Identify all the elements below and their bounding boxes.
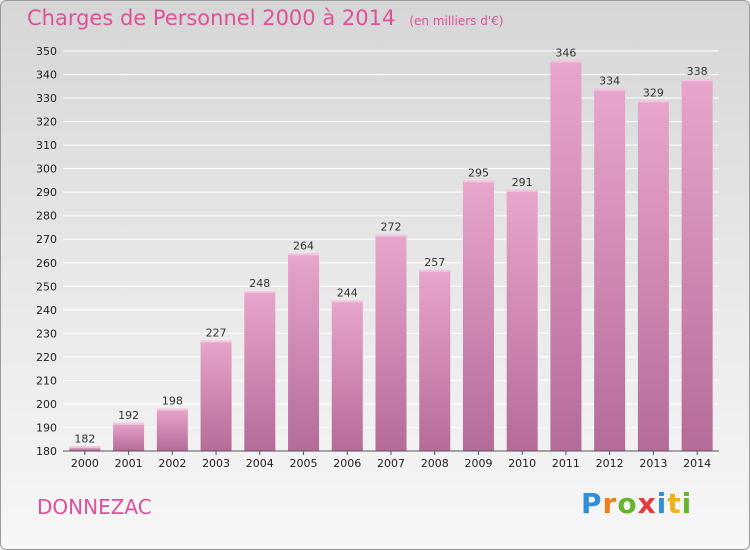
x-tick-label: 2011 <box>552 457 580 470</box>
x-tick-label: 2000 <box>71 457 99 470</box>
y-tick-label: 320 <box>36 116 57 129</box>
x-axis-ticks: 2000 2001 2002 2003 2004 2005 2006 2007 2008 2009… <box>63 450 719 470</box>
data-label: 295 <box>468 166 489 179</box>
bars <box>69 60 713 452</box>
y-tick-label: 330 <box>36 92 57 105</box>
bar-2011 <box>550 60 582 451</box>
bar-top-edge <box>331 300 363 303</box>
y-tick-label: 310 <box>36 139 57 152</box>
proxiti-logo[interactable]: Proxiti <box>581 487 692 520</box>
y-tick-label: 300 <box>36 163 57 176</box>
logo-letter: i <box>681 487 693 520</box>
bar-top-edge <box>637 100 669 103</box>
data-labels: 182 192 198 227 248 264 244 272 257 295 291 346 334 3… <box>74 46 707 445</box>
bar-top-edge <box>419 269 451 272</box>
y-tick-label: 200 <box>36 398 57 411</box>
y-tick-label: 260 <box>36 257 57 270</box>
bar-2013 <box>637 100 669 451</box>
bar-top-edge <box>681 79 713 82</box>
data-label: 291 <box>512 176 533 189</box>
x-tick-label: 2002 <box>158 457 186 470</box>
bar-2002 <box>156 408 188 451</box>
bar-2012 <box>594 88 626 451</box>
y-axis-ticks: 180 190 200 210 220 230 240 250 260 270 280 290 300 3… <box>36 45 57 458</box>
bar-2005 <box>288 253 320 451</box>
data-label: 272 <box>381 221 402 234</box>
bar-2014 <box>681 79 713 451</box>
y-tick-label: 220 <box>36 351 57 364</box>
logo-letter: x <box>637 487 657 520</box>
bar-top-edge <box>69 446 101 449</box>
y-tick-label: 240 <box>36 304 57 317</box>
y-tick-label: 250 <box>36 280 57 293</box>
y-tick-label: 230 <box>36 327 57 340</box>
data-label: 227 <box>206 326 227 339</box>
bar-2007 <box>375 234 407 451</box>
x-tick-label: 2009 <box>464 457 492 470</box>
logo-letter: r <box>602 487 618 520</box>
data-label: 264 <box>293 239 314 252</box>
data-label: 329 <box>643 86 664 99</box>
bar-2008 <box>419 269 451 451</box>
chart-subtitle: (en milliers d'€) <box>409 14 504 28</box>
data-label: 182 <box>74 432 95 445</box>
x-tick-label: 2013 <box>639 457 667 470</box>
bar-top-edge <box>594 88 626 91</box>
x-tick-label: 2008 <box>421 457 449 470</box>
data-label: 244 <box>337 286 358 299</box>
x-tick-label: 2005 <box>290 457 318 470</box>
logo-letter: o <box>617 487 638 520</box>
commune-name: DONNEZAC <box>37 495 152 519</box>
bar-top-edge <box>113 422 145 425</box>
x-tick-label: 2007 <box>377 457 405 470</box>
x-tick-label: 2003 <box>202 457 230 470</box>
chart-title: Charges de Personnel 2000 à 2014 <box>27 6 396 30</box>
bar-top-edge <box>550 60 582 63</box>
bar-top-edge <box>375 234 407 237</box>
data-label: 192 <box>118 409 139 422</box>
bar-top-edge <box>156 408 188 411</box>
bar-2003 <box>200 340 232 451</box>
y-tick-label: 190 <box>36 421 57 434</box>
bar-top-edge <box>200 340 232 343</box>
bar-2010 <box>506 189 538 451</box>
x-tick-label: 2014 <box>683 457 711 470</box>
y-tick-label: 280 <box>36 210 57 223</box>
logo-letter: i <box>656 487 668 520</box>
bar-2009 <box>462 180 494 452</box>
y-tick-label: 290 <box>36 186 57 199</box>
bar-2006 <box>331 300 363 451</box>
bar-2001 <box>113 422 145 451</box>
y-tick-label: 340 <box>36 69 57 82</box>
x-tick-label: 2012 <box>596 457 624 470</box>
x-tick-label: 2001 <box>115 457 143 470</box>
bar-2000 <box>69 446 101 451</box>
chart-title-row: Charges de Personnel 2000 à 2014 (en mill… <box>27 6 503 30</box>
logo-letter: t <box>667 487 682 520</box>
x-tick-label: 2010 <box>508 457 536 470</box>
x-tick-label: 2004 <box>246 457 274 470</box>
x-tick-label: 2006 <box>333 457 361 470</box>
data-label: 248 <box>249 277 270 290</box>
y-tick-label: 210 <box>36 374 57 387</box>
data-label: 338 <box>687 65 708 78</box>
y-tick-label: 350 <box>36 45 57 58</box>
bar-top-edge <box>506 189 538 192</box>
bar-top-edge <box>288 253 320 256</box>
y-tick-label: 180 <box>36 445 57 458</box>
y-tick-label: 270 <box>36 233 57 246</box>
data-label: 257 <box>424 256 445 269</box>
logo-letter: P <box>581 487 603 520</box>
bar-2004 <box>244 291 276 451</box>
bar-top-edge <box>244 291 276 293</box>
data-label: 334 <box>599 75 620 88</box>
data-label: 198 <box>162 395 183 408</box>
data-label: 346 <box>555 46 576 59</box>
bar-top-edge <box>462 180 494 183</box>
